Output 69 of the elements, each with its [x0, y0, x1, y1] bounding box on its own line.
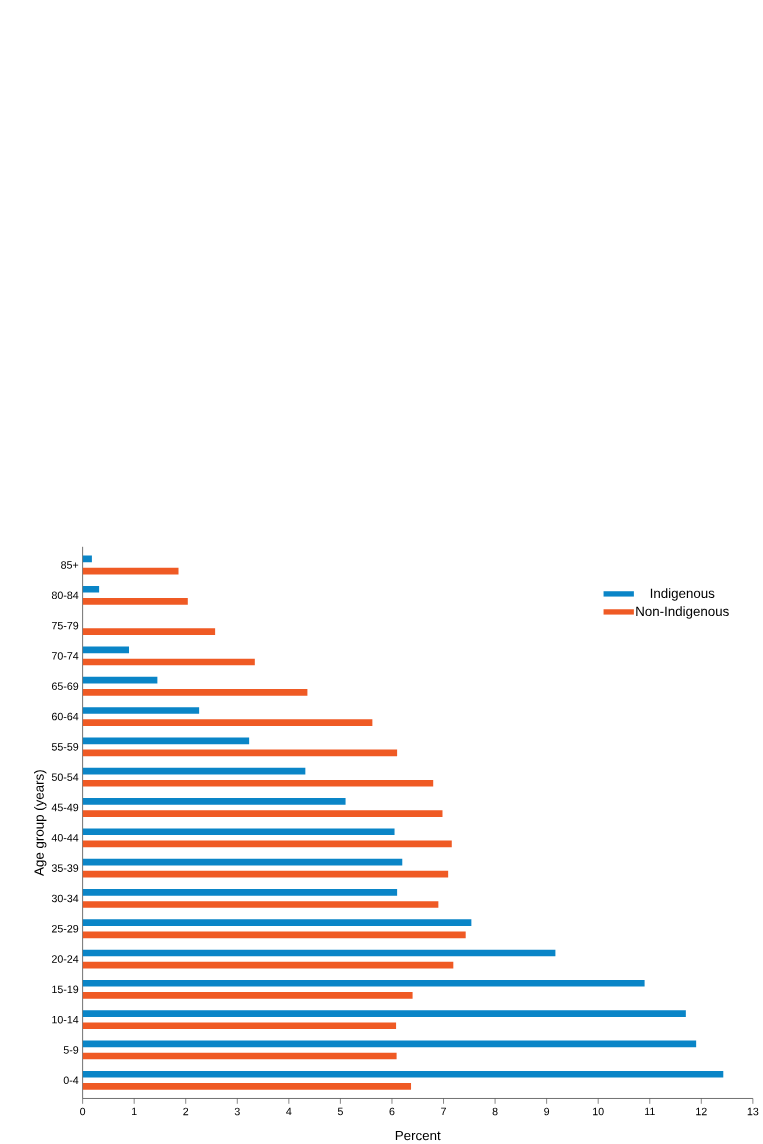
- bar: [82, 949, 556, 957]
- y-tick-label: 40-44: [51, 834, 79, 842]
- bar: [82, 1083, 412, 1090]
- bar: [82, 889, 398, 896]
- bar: [82, 992, 413, 999]
- bar: [82, 707, 200, 714]
- bar: [82, 858, 403, 866]
- y-tick-label: 30-34: [52, 894, 79, 903]
- y-tick-label: 55-59: [52, 743, 79, 751]
- bar: [82, 979, 645, 987]
- bar: [82, 688, 308, 696]
- x-tick-label: 10: [593, 1107, 604, 1116]
- y-tick-label: 50-54: [52, 773, 79, 781]
- bar: [82, 567, 179, 575]
- x-tick-label: 0: [80, 1107, 86, 1116]
- bar: [82, 658, 256, 666]
- bar: [82, 870, 449, 878]
- y-tick-label: 85+: [61, 561, 79, 569]
- bar: [82, 798, 346, 805]
- x-tick-label: 13: [747, 1107, 759, 1116]
- x-tick-label: 8: [492, 1107, 498, 1116]
- y-tick-label: 80-84: [52, 591, 79, 600]
- y-axis-title: Age group (years): [34, 770, 47, 876]
- x-tick-label: 9: [544, 1107, 550, 1116]
- x-tick-label: 2: [183, 1107, 189, 1116]
- y-tick-label: 75-79: [52, 621, 79, 630]
- y-tick-label: 65-69: [52, 682, 79, 691]
- bar: [82, 676, 158, 684]
- y-tick-label: 60-64: [52, 712, 79, 721]
- x-tick-label: 6: [389, 1107, 395, 1116]
- x-tick-label: 3: [234, 1107, 240, 1116]
- bar: [82, 1070, 724, 1078]
- y-tick-label: 35-39: [52, 864, 79, 872]
- bar: [82, 1022, 397, 1030]
- bar: [82, 961, 454, 969]
- bar: [82, 1052, 397, 1060]
- y-tick-label: 5-9: [63, 1046, 79, 1054]
- bar: [82, 828, 395, 836]
- bar: [82, 810, 443, 817]
- y-tick-label: 20-24: [52, 955, 79, 963]
- bar: [82, 1040, 697, 1048]
- y-tick-label: 10-14: [52, 1015, 79, 1024]
- bar: [82, 1010, 687, 1017]
- y-tick-label: 15-19: [52, 985, 79, 994]
- bar: [82, 901, 439, 908]
- x-tick-label: 5: [338, 1107, 344, 1116]
- y-tick-label: 70-74: [52, 652, 79, 660]
- bar: [82, 598, 189, 605]
- bar: [82, 585, 100, 593]
- bar: [82, 749, 398, 757]
- y-tick-label: 45-49: [51, 803, 79, 812]
- bar: [82, 719, 373, 726]
- x-axis-title: Percent: [396, 1130, 441, 1141]
- bar: [82, 767, 306, 775]
- bar: [82, 737, 250, 745]
- bar: [82, 628, 216, 636]
- x-tick-label: 1: [132, 1107, 137, 1116]
- bar: [82, 931, 466, 939]
- x-tick-label: 11: [645, 1107, 655, 1116]
- y-tick-label: 25-29: [52, 924, 79, 933]
- x-tick-label: 7: [441, 1107, 447, 1116]
- bar: [82, 779, 434, 787]
- bar: [82, 840, 452, 848]
- legend-label: Indigenous: [651, 588, 715, 601]
- bar: [82, 919, 472, 926]
- legend-label: Non-Indigenous: [636, 606, 730, 619]
- y-tick-label: 0-4: [63, 1076, 79, 1085]
- x-tick-label: 12: [696, 1107, 707, 1116]
- x-tick-label: 4: [286, 1107, 292, 1116]
